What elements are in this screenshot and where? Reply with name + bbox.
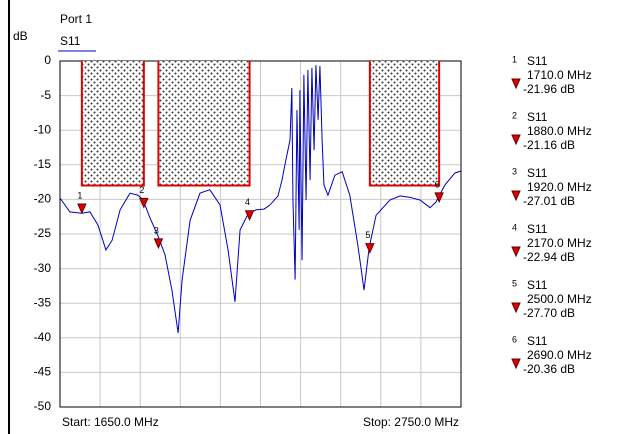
- plot-border: [59, 60, 462, 408]
- marker: [139, 197, 149, 209]
- marker-list-trace: S11: [527, 54, 548, 68]
- marker-list-trace: S11: [527, 110, 548, 124]
- marker-list-value: -27.01 dB: [523, 194, 575, 208]
- marker-list-value: -21.16 dB: [523, 138, 575, 152]
- marker-list-icon: [511, 134, 521, 146]
- y-tick-label: -10: [34, 122, 52, 136]
- marker-list-value: -21.96 dB: [523, 82, 575, 96]
- marker-list-trace: S11: [527, 166, 548, 180]
- marker-list-trace: S11: [527, 222, 548, 236]
- marker-number: 6: [435, 179, 440, 189]
- marker: [77, 203, 87, 215]
- marker: [153, 238, 164, 250]
- limit-line: [157, 61, 251, 187]
- marker-number: 1: [77, 190, 82, 200]
- marker-list-icon: [511, 246, 521, 258]
- marker-list-freq: 1880.0 MHz: [527, 124, 592, 138]
- y-tick-label: -45: [34, 365, 52, 379]
- marker-list-icon: [511, 302, 521, 314]
- y-axis-label: dB: [13, 29, 28, 43]
- stop-label: Stop: 2750.0 MHz: [363, 415, 459, 429]
- limit-region: [81, 61, 144, 186]
- y-tick-label: -25: [34, 226, 52, 240]
- y-tick-label: 0: [44, 53, 51, 67]
- marker-list-icon: [511, 78, 521, 90]
- marker-list-value: -22.94 dB: [523, 250, 575, 264]
- start-label: Start: 1650.0 MHz: [62, 415, 159, 429]
- limit-line: [80, 61, 145, 187]
- marker-list-trace: S11: [527, 278, 548, 292]
- marker-list-value: -20.36 dB: [523, 362, 575, 376]
- limit-region: [158, 61, 250, 186]
- limit-line: [368, 61, 441, 187]
- marker-list-number: 2: [512, 110, 517, 120]
- marker-list-icon: [511, 358, 521, 370]
- y-tick-label: -35: [34, 295, 52, 309]
- marker-list-trace: S11: [527, 334, 548, 348]
- y-tick-label: -15: [34, 157, 52, 171]
- marker-list-value: -27.70 dB: [523, 306, 575, 320]
- y-tick-label: -50: [34, 399, 52, 413]
- limit-region: [369, 61, 440, 186]
- marker-list-freq: 2690.0 MHz: [527, 348, 592, 362]
- trace: [59, 65, 462, 334]
- marker-list-icon: [511, 190, 521, 202]
- y-tick-label: -30: [34, 261, 52, 275]
- marker-list-number: 6: [512, 334, 517, 344]
- y-tick-label: -20: [34, 192, 52, 206]
- marker-list-freq: 2170.0 MHz: [527, 236, 592, 250]
- marker-number: 5: [365, 230, 370, 240]
- marker: [365, 243, 375, 254]
- marker-number: 4: [245, 197, 250, 207]
- y-tick-label: -40: [34, 330, 52, 344]
- marker-list-number: 3: [512, 166, 517, 176]
- y-tick-label: -5: [40, 88, 51, 102]
- marker: [244, 210, 255, 221]
- marker-number: 3: [154, 225, 159, 235]
- legend-entry: S11: [60, 34, 81, 48]
- marker-number: 2: [139, 185, 144, 195]
- marker-list-freq: 1920.0 MHz: [527, 180, 592, 194]
- port-title: Port 1: [60, 12, 92, 26]
- marker-list-freq: 1710.0 MHz: [527, 68, 592, 82]
- marker-list-number: 1: [512, 54, 517, 64]
- marker-list-number: 4: [512, 222, 517, 232]
- marker-list-number: 5: [512, 278, 517, 288]
- marker: [434, 192, 444, 204]
- marker-list-freq: 2500.0 MHz: [527, 292, 592, 306]
